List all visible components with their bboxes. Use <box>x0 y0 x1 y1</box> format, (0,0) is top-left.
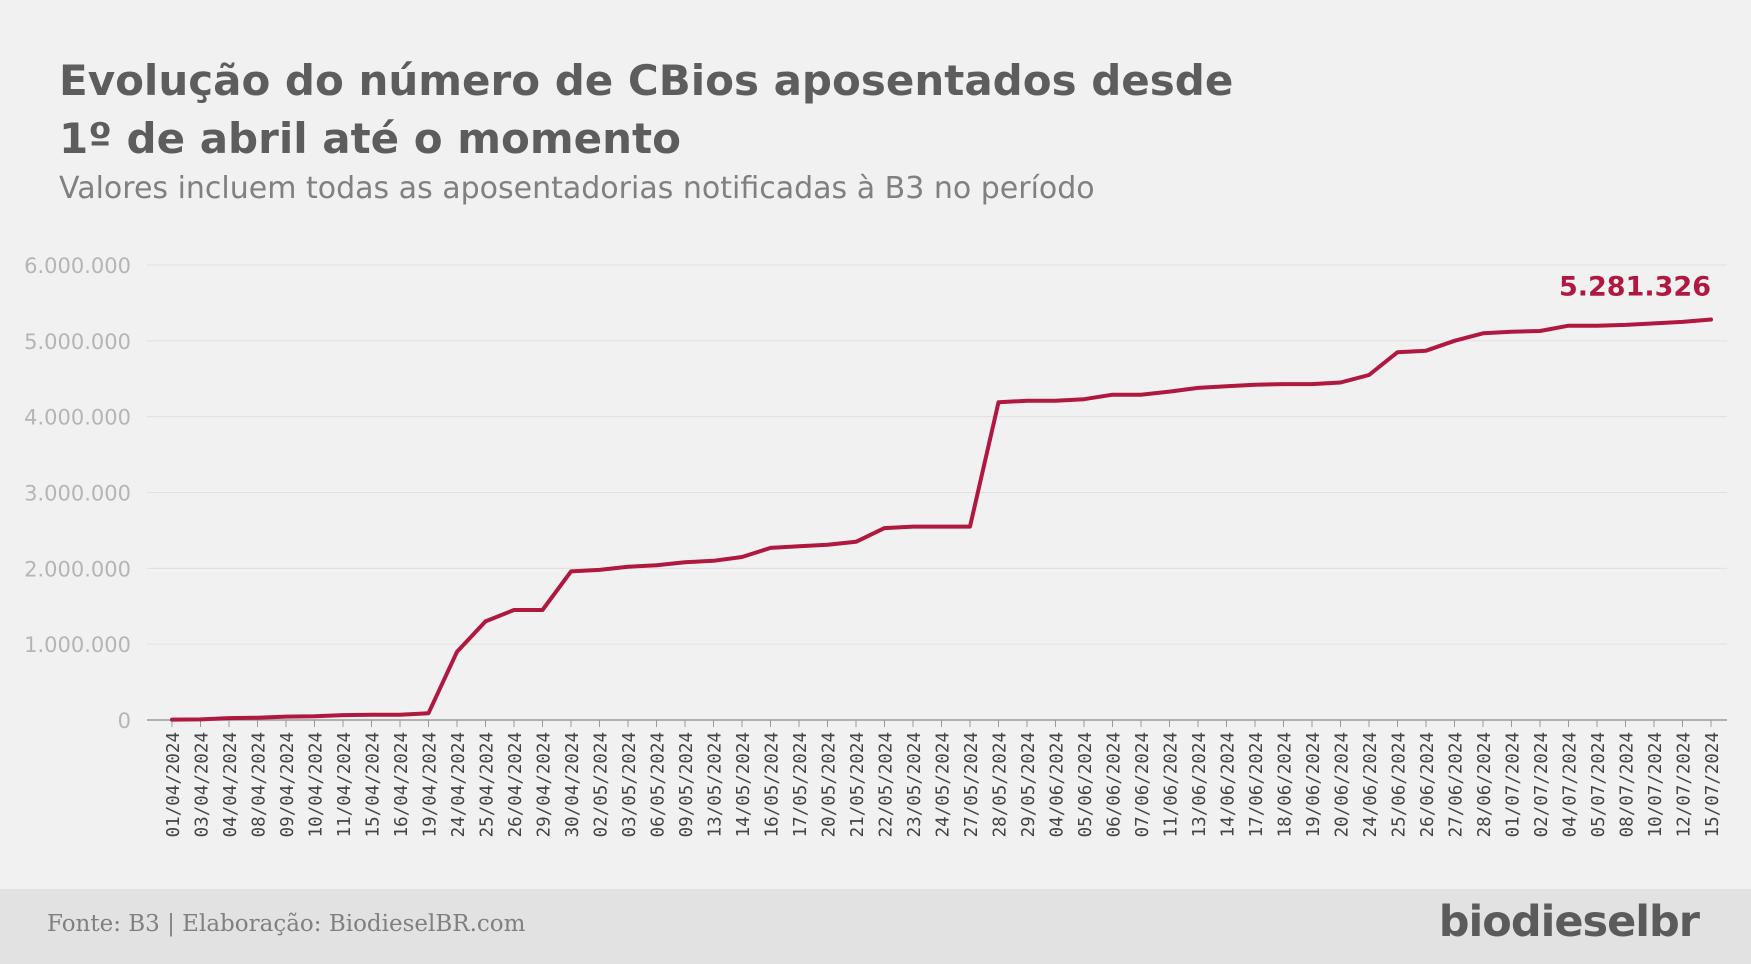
y-tick-label: 3.000.000 <box>24 482 131 506</box>
x-tick-label: 30/04/2024 <box>563 732 583 837</box>
y-tick-label: 6.000.000 <box>24 254 131 278</box>
x-tick-label: 20/06/2024 <box>1333 732 1353 837</box>
cbios-line <box>170 317 1713 722</box>
x-tick-label: 04/04/2024 <box>221 732 241 837</box>
x-tick-label: 26/04/2024 <box>506 732 526 837</box>
x-tick-label: 29/05/2024 <box>1019 732 1039 837</box>
x-tick-label: 17/05/2024 <box>791 732 811 837</box>
x-tick-label: 14/05/2024 <box>734 732 754 837</box>
x-tick-label: 06/05/2024 <box>649 732 669 837</box>
y-tick-label: 5.000.000 <box>24 330 131 354</box>
x-tick-label: 03/05/2024 <box>620 732 640 837</box>
x-tick-label: 21/05/2024 <box>848 732 868 837</box>
x-tick-label: 26/06/2024 <box>1418 732 1438 837</box>
x-tick-label: 22/05/2024 <box>877 732 897 837</box>
x-tick-label: 24/06/2024 <box>1361 732 1381 837</box>
data-label-final-value: 5.281.326 <box>1559 271 1711 302</box>
x-tick-label: 05/06/2024 <box>1076 732 1096 837</box>
x-tick-label: 04/07/2024 <box>1561 732 1581 837</box>
x-tick-label: 10/04/2024 <box>307 732 327 837</box>
x-tick-label: 08/04/2024 <box>250 732 270 837</box>
x-tick-label: 28/05/2024 <box>991 732 1011 837</box>
x-tick-label: 25/04/2024 <box>478 732 498 837</box>
x-tick-label: 13/06/2024 <box>1190 732 1210 837</box>
x-tick-label: 16/04/2024 <box>392 732 412 837</box>
footer: Fonte: B3 | Elaboração: BiodieselBR.com … <box>0 889 1751 964</box>
x-tick-label: 19/06/2024 <box>1304 732 1324 837</box>
x-tick-label: 12/07/2024 <box>1675 732 1695 837</box>
x-tick-label: 25/06/2024 <box>1390 732 1410 837</box>
x-tick-label: 18/06/2024 <box>1276 732 1296 837</box>
source-credit: Fonte: B3 | Elaboração: BiodieselBR.com <box>47 911 526 937</box>
x-tick-label: 03/04/2024 <box>193 732 213 837</box>
x-tick-label: 20/05/2024 <box>820 732 840 837</box>
x-tick-label: 16/05/2024 <box>763 732 783 837</box>
x-tick-label: 09/05/2024 <box>677 732 697 837</box>
x-tick-label: 08/07/2024 <box>1618 732 1638 837</box>
x-tick-label: 14/06/2024 <box>1219 732 1239 837</box>
x-tick-label: 24/05/2024 <box>934 732 954 837</box>
x-tick-label: 24/04/2024 <box>449 732 469 837</box>
x-tick-label: 27/05/2024 <box>962 732 982 837</box>
x-tick-label: 01/04/2024 <box>164 732 184 837</box>
x-tick-label: 06/06/2024 <box>1105 732 1125 837</box>
x-tick-label: 29/04/2024 <box>535 732 555 837</box>
x-tick-label: 19/04/2024 <box>421 732 441 837</box>
y-tick-label: 2.000.000 <box>24 557 131 581</box>
biodieselbr-logo[interactable]: biodieselbr <box>1438 897 1700 947</box>
x-tick-label: 23/05/2024 <box>905 732 925 837</box>
x-tick-label: 05/07/2024 <box>1589 732 1609 837</box>
x-tick-label: 02/05/2024 <box>592 732 612 837</box>
x-tick-label: 13/05/2024 <box>706 732 726 837</box>
x-tick-label: 01/07/2024 <box>1504 732 1524 837</box>
x-tick-label: 10/07/2024 <box>1646 732 1666 837</box>
x-tick-label: 15/07/2024 <box>1703 732 1723 837</box>
x-tick-label: 27/06/2024 <box>1447 732 1467 837</box>
x-tick-label: 28/06/2024 <box>1475 732 1495 837</box>
x-tick-label: 07/06/2024 <box>1133 732 1153 837</box>
y-tick-label: 0 <box>118 709 131 733</box>
y-tick-label: 4.000.000 <box>24 406 131 430</box>
x-tick-label: 11/04/2024 <box>335 732 355 837</box>
chart-title-line-1: Evolução do número de CBios aposentados … <box>59 56 1234 105</box>
x-tick-label: 02/07/2024 <box>1532 732 1552 837</box>
x-tick-label: 17/06/2024 <box>1247 732 1267 837</box>
line-chart: 0 1.000.000 2.000.000 3.000.000 4.000.000 5.0… <box>24 254 1727 837</box>
chart-title: Evolução do número de CBios aposentados … <box>59 52 1459 168</box>
y-tick-label: 1.000.000 <box>24 633 131 657</box>
chart-subtitle: Valores incluem todas as aposentadorias … <box>59 171 1095 206</box>
x-tick-label: 11/06/2024 <box>1162 732 1182 837</box>
x-tick-label: 04/06/2024 <box>1048 732 1068 837</box>
x-tick-label: 15/04/2024 <box>364 732 384 837</box>
chart-title-line-2: 1º de abril até o momento <box>59 114 681 163</box>
x-tick-label: 09/04/2024 <box>278 732 298 837</box>
